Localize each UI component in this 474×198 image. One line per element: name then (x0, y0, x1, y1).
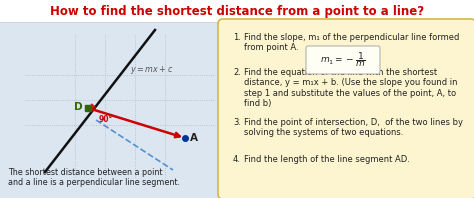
FancyBboxPatch shape (0, 22, 225, 198)
FancyBboxPatch shape (306, 46, 380, 74)
FancyBboxPatch shape (218, 19, 474, 198)
Text: Find the slope, m₁ of the perpendicular line formed
from point A.: Find the slope, m₁ of the perpendicular … (244, 33, 459, 52)
Text: Find the point of intersection, D,  of the two lines by
solving the systems of t: Find the point of intersection, D, of th… (244, 118, 463, 137)
Text: $y = mx + c$: $y = mx + c$ (130, 64, 173, 76)
Text: Find the length of the line segment AD.: Find the length of the line segment AD. (244, 155, 410, 164)
Text: 2.: 2. (233, 68, 241, 77)
Text: D: D (73, 102, 82, 112)
Polygon shape (88, 103, 96, 112)
Text: Find the equation of the line with the shortest
distance, y = m₁x + b. (Use the : Find the equation of the line with the s… (244, 68, 457, 108)
Text: 3.: 3. (233, 118, 241, 127)
Text: 4.: 4. (233, 155, 241, 164)
Text: 1.: 1. (233, 33, 241, 42)
Text: $m_1 = -\dfrac{1}{m}$: $m_1 = -\dfrac{1}{m}$ (320, 51, 366, 69)
FancyBboxPatch shape (0, 0, 474, 22)
Text: A: A (190, 133, 198, 143)
Text: 90°: 90° (99, 115, 113, 125)
Text: How to find the shortest distance from a point to a line?: How to find the shortest distance from a… (50, 5, 424, 17)
Text: The shortest distance between a point
and a line is a perpendicular line segment: The shortest distance between a point an… (8, 168, 180, 187)
